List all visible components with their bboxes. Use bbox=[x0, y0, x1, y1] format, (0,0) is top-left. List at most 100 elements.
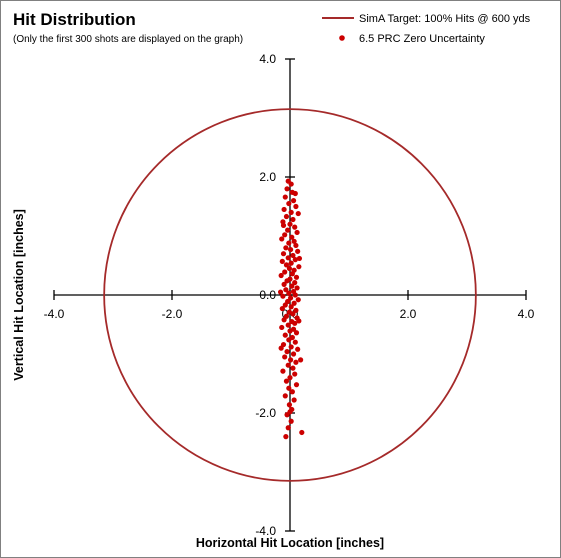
shot-point bbox=[283, 213, 290, 220]
shot-point bbox=[292, 371, 298, 377]
shot-point bbox=[290, 198, 297, 204]
shot-point bbox=[288, 181, 294, 187]
shot-point bbox=[286, 385, 292, 391]
shot-point bbox=[290, 311, 296, 317]
shot-point bbox=[290, 365, 296, 371]
shot-point bbox=[288, 260, 294, 266]
shot-point bbox=[292, 339, 298, 345]
chart-title: Hit Distribution bbox=[13, 10, 136, 29]
shot-point bbox=[286, 402, 293, 408]
shot-point bbox=[287, 295, 294, 301]
shot-point bbox=[278, 345, 284, 351]
shot-point bbox=[288, 344, 294, 350]
shot-point bbox=[283, 262, 290, 268]
shot-point bbox=[284, 349, 290, 355]
shot-point bbox=[296, 255, 303, 262]
shot-point bbox=[282, 354, 288, 360]
shot-point bbox=[281, 206, 287, 213]
shot-point bbox=[288, 304, 294, 310]
shot-point bbox=[286, 265, 293, 272]
shot-point bbox=[279, 324, 285, 331]
shot-point bbox=[296, 264, 302, 270]
shot-point bbox=[282, 302, 288, 308]
shot-point bbox=[295, 297, 301, 303]
shot-point bbox=[293, 242, 299, 249]
shot-point bbox=[284, 186, 290, 192]
shot-point bbox=[285, 255, 291, 261]
shot-point bbox=[277, 289, 284, 295]
shot-point bbox=[279, 305, 285, 312]
shot-point bbox=[286, 290, 292, 296]
legend-dot-marker bbox=[339, 35, 345, 41]
shot-point bbox=[285, 227, 291, 233]
shot-point bbox=[294, 285, 300, 291]
shot-point bbox=[282, 332, 288, 338]
shot-point bbox=[292, 292, 298, 298]
shot-point bbox=[292, 280, 298, 286]
legend-label-target: SimA Target: 100% Hits @ 600 yds bbox=[359, 13, 531, 25]
shot-point bbox=[280, 251, 287, 257]
shot-point bbox=[286, 240, 292, 246]
shot-point bbox=[287, 409, 293, 415]
legend: SimA Target: 100% Hits @ 600 yds 6.5 PRC… bbox=[322, 13, 531, 45]
shot-point bbox=[278, 272, 284, 279]
shot-point bbox=[292, 257, 298, 263]
shot-point bbox=[293, 307, 299, 313]
shot-point bbox=[290, 351, 297, 357]
shot-point bbox=[286, 337, 292, 343]
shot-point bbox=[287, 221, 293, 227]
legend-label-shots: 6.5 PRC Zero Uncertainty bbox=[359, 33, 485, 45]
shot-point bbox=[291, 397, 297, 403]
x-axis-title: Horizontal Hit Location [inches] bbox=[196, 536, 384, 550]
shot-point bbox=[292, 190, 298, 197]
shot-point bbox=[283, 287, 289, 293]
shot-point bbox=[293, 359, 299, 365]
y-tick-label: 2.0 bbox=[259, 170, 276, 184]
shot-point bbox=[280, 368, 286, 374]
shot-point bbox=[295, 346, 301, 352]
y-tick-label: 0.0 bbox=[259, 288, 276, 302]
shot-point bbox=[289, 283, 295, 289]
shot-point bbox=[289, 389, 295, 395]
shot-point bbox=[285, 322, 291, 328]
shot-point bbox=[293, 274, 300, 280]
shot-point bbox=[290, 252, 296, 259]
y-axis-title: Vertical Hit Location [inches] bbox=[12, 209, 26, 381]
shot-point bbox=[293, 330, 300, 336]
shot-point bbox=[294, 229, 300, 236]
shot-point bbox=[283, 434, 289, 440]
shot-point bbox=[288, 418, 294, 424]
shot-point bbox=[296, 318, 302, 324]
shot-point bbox=[282, 194, 288, 200]
shot-point bbox=[291, 300, 297, 306]
shot-point bbox=[291, 238, 297, 244]
shot-point bbox=[287, 375, 293, 381]
shot-point bbox=[281, 317, 287, 323]
shot-point bbox=[282, 269, 288, 275]
shot-point bbox=[288, 209, 294, 215]
shot-point bbox=[293, 203, 299, 210]
chart-subtitle: (Only the first 300 shots are displayed … bbox=[13, 34, 243, 45]
shot-point bbox=[289, 271, 295, 277]
x-tick-label: -4.0 bbox=[44, 307, 65, 321]
shot-point bbox=[285, 425, 291, 431]
y-tick-label: -4.0 bbox=[255, 524, 276, 538]
shot-point bbox=[281, 281, 287, 287]
shot-point bbox=[279, 236, 285, 242]
target-circle bbox=[103, 108, 477, 482]
shot-point bbox=[284, 278, 290, 284]
x-tick-label: 4.0 bbox=[518, 307, 535, 321]
shot-point bbox=[293, 382, 300, 388]
shot-point bbox=[299, 429, 305, 436]
shot-point bbox=[282, 232, 288, 238]
shot-point bbox=[282, 393, 288, 399]
shot-point bbox=[280, 222, 287, 228]
y-tick-label: -2.0 bbox=[255, 406, 276, 420]
shot-point bbox=[289, 234, 295, 240]
shot-point bbox=[285, 362, 291, 368]
shot-point bbox=[290, 216, 296, 223]
shot-point bbox=[298, 357, 304, 363]
shot-point bbox=[279, 258, 285, 264]
